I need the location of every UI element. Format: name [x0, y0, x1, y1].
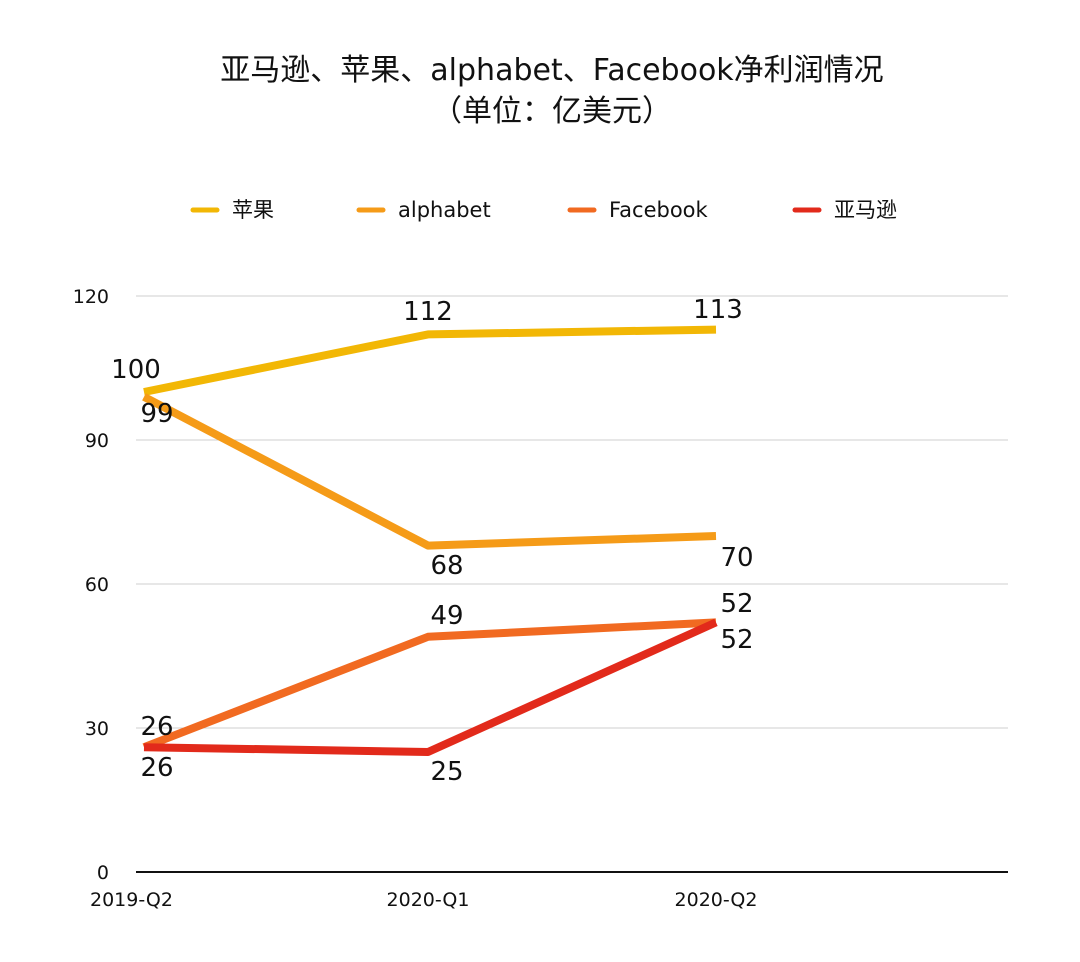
legend-label: 苹果 — [232, 198, 274, 222]
legend-label: Facebook — [609, 198, 709, 222]
chart-subtitle: （单位：亿美元） — [432, 94, 672, 129]
chart-title: 亚马逊、苹果、alphabet、Facebook净利润情况 — [220, 53, 883, 88]
data-label: 52 — [720, 589, 753, 619]
y-tick-label: 60 — [85, 574, 109, 596]
data-label: 99 — [140, 399, 173, 429]
data-label: 26 — [140, 712, 173, 742]
data-label: 112 — [403, 297, 453, 327]
data-label: 113 — [693, 295, 743, 325]
x-tick-label: 2020-Q2 — [675, 889, 758, 911]
x-tick-label: 2019-Q2 — [90, 889, 173, 911]
data-labels: 100 112 113 99 68 70 26 49 52 26 25 52 — [111, 295, 753, 787]
series-line — [142, 618, 717, 751]
grid-lines — [136, 295, 1008, 729]
y-tick-label: 120 — [73, 286, 109, 308]
data-label: 25 — [430, 757, 463, 787]
series-line — [143, 618, 718, 756]
series-line — [142, 393, 717, 550]
series-line — [143, 325, 717, 396]
data-label: 70 — [720, 543, 753, 573]
x-tick-label: 2020-Q1 — [387, 889, 470, 911]
y-tick-label: 90 — [85, 430, 109, 452]
data-label: 49 — [430, 601, 463, 631]
legend: 苹果 alphabet Facebook 亚马逊 — [190, 198, 897, 222]
data-label: 100 — [111, 355, 161, 385]
y-tick-label: 30 — [85, 718, 109, 740]
y-tick-label: 0 — [97, 862, 109, 884]
legend-label: alphabet — [398, 198, 491, 222]
data-label: 26 — [140, 753, 173, 783]
data-label: 52 — [720, 625, 753, 655]
series-lines — [142, 325, 718, 756]
legend-label: 亚马逊 — [834, 198, 897, 222]
axes: 0 30 60 90 120 2019-Q2 2020-Q1 2020-Q2 — [73, 286, 1008, 911]
data-label: 68 — [430, 551, 463, 581]
